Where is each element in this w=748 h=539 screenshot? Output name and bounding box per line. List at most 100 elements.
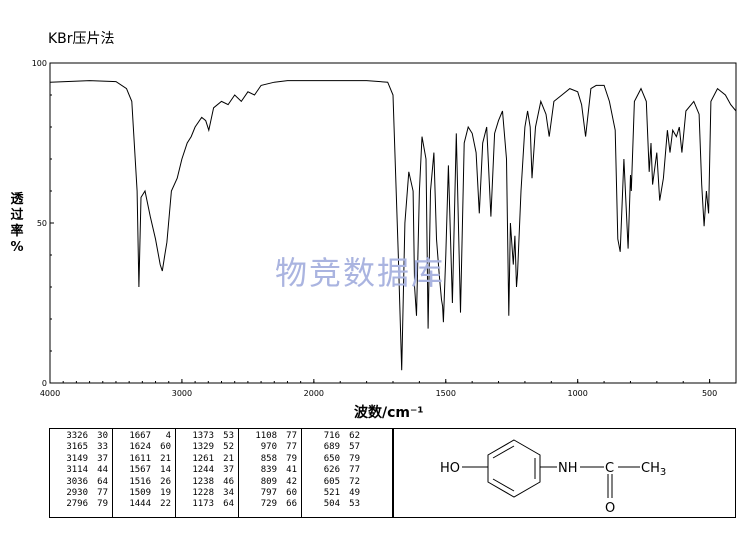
peak-transmittance: 44 (97, 465, 108, 476)
peak-wavenumber: 2930 (66, 488, 88, 499)
peak-row: 3165 33 (54, 442, 108, 453)
y-tick-label: 100 (32, 59, 47, 68)
peak-wavenumber: 1108 (255, 431, 277, 441)
peak-wavenumber: 729 (260, 499, 277, 510)
y-tick-label: 0 (42, 379, 47, 388)
peak-transmittance: 77 (97, 488, 108, 499)
peak-row: 797 60 (243, 488, 297, 499)
peak-transmittance: 60 (160, 442, 171, 453)
peak-row: 1567 14 (117, 465, 171, 476)
peak-row: 605 72 (306, 477, 360, 488)
peak-row: 1228 34 (180, 488, 234, 499)
peak-wavenumber: 809 (260, 476, 277, 487)
x-tick-label: 3000 (172, 389, 192, 398)
peak-transmittance: 53 (223, 431, 234, 441)
peak-transmittance: 57 (349, 442, 360, 453)
peak-wavenumber: 3114 (66, 465, 88, 476)
peak-transmittance: 19 (160, 488, 171, 499)
peak-transmittance: 21 (160, 453, 171, 464)
peak-wavenumber: 3036 (66, 476, 88, 487)
peak-transmittance: 46 (223, 476, 234, 487)
peak-transmittance: 64 (97, 476, 108, 487)
peak-row: 1444 22 (117, 499, 171, 510)
peak-transmittance: 37 (223, 465, 234, 476)
peak-wavenumber: 3149 (66, 453, 88, 464)
watermark: 物竞数据库 (275, 254, 446, 292)
ir-spectrum-chart: 4000 3000 2000 1500 1000 500 0 50 100 (32, 59, 737, 398)
peak-transmittance: 60 (286, 488, 297, 499)
molecular-structure (394, 429, 735, 517)
peak-wavenumber: 1624 (129, 442, 151, 453)
peak-wavenumber: 605 (323, 476, 340, 487)
peak-row: 521 49 (306, 488, 360, 499)
peak-row: 729 66 (243, 499, 297, 510)
peak-transmittance: 21 (223, 453, 234, 464)
peak-row: 3114 44 (54, 465, 108, 476)
peak-wavenumber: 1373 (192, 431, 214, 441)
peak-column: 716 62 689 57 650 79 626 77 605 72 521 49 504 53 (302, 429, 364, 517)
axis-ticks (49, 62, 711, 384)
peak-transmittance: 77 (349, 465, 360, 476)
peak-row: 1373 53 (180, 431, 234, 442)
peak-row: 2796 79 (54, 499, 108, 510)
y-axis-label: 透 过 率 % (2, 192, 32, 256)
peak-transmittance: 33 (97, 442, 108, 453)
peak-row: 3326 30 (54, 431, 108, 442)
peak-row: 839 41 (243, 465, 297, 476)
x-tick-label: 4000 (40, 389, 60, 398)
peak-wavenumber: 839 (260, 465, 277, 476)
peak-row: 1329 52 (180, 442, 234, 453)
y-axis-label-char: 率 (10, 224, 24, 239)
peak-transmittance: 62 (349, 431, 360, 441)
peak-wavenumber: 716 (323, 431, 340, 441)
peak-wavenumber: 1238 (192, 476, 214, 487)
peak-transmittance: 77 (286, 431, 297, 441)
peak-wavenumber: 626 (323, 465, 340, 476)
peak-wavenumber: 1567 (129, 465, 151, 476)
plot-frame (49, 62, 737, 384)
peak-column: 1667 4 1624 60 1611 21 1567 14 1516 26 1509 19 1444 2… (113, 429, 176, 517)
peak-row: 650 79 (306, 454, 360, 465)
y-axis-label-char: % (10, 240, 24, 255)
peak-transmittance: 79 (97, 499, 108, 510)
peak-row: 626 77 (306, 465, 360, 476)
peak-transmittance: 66 (286, 499, 297, 510)
spectrum-line (49, 80, 737, 371)
peak-transmittance: 49 (349, 488, 360, 499)
peak-wavenumber: 504 (323, 499, 340, 510)
method-label: KBr压片法 (48, 31, 115, 47)
peak-wavenumber: 858 (260, 453, 277, 464)
peak-row: 716 62 (306, 431, 360, 442)
peak-transmittance: 4 (165, 431, 171, 441)
peak-wavenumber: 1329 (192, 442, 214, 453)
peak-row: 1624 60 (117, 442, 171, 453)
peak-row: 3149 37 (54, 454, 108, 465)
peak-row: 858 79 (243, 454, 297, 465)
peak-transmittance: 79 (286, 453, 297, 464)
peak-column: 3326 30 3165 33 3149 37 3114 44 3036 64 2930 77 2796… (50, 429, 113, 517)
peak-transmittance: 26 (160, 476, 171, 487)
peak-transmittance: 53 (349, 499, 360, 510)
peak-wavenumber: 1244 (192, 465, 214, 476)
peak-row: 689 57 (306, 442, 360, 453)
peak-wavenumber: 3165 (66, 442, 88, 453)
peak-wavenumber: 1261 (192, 453, 214, 464)
peak-row: 2930 77 (54, 488, 108, 499)
peak-wavenumber: 1667 (129, 431, 151, 441)
x-tick-label: 500 (702, 389, 717, 398)
peak-row: 970 77 (243, 442, 297, 453)
peak-transmittance: 37 (97, 453, 108, 464)
peak-wavenumber: 1509 (129, 488, 151, 499)
peak-wavenumber: 1516 (129, 476, 151, 487)
peak-row: 1108 77 (243, 431, 297, 442)
peak-column: 1373 53 1329 52 1261 21 1244 37 1238 46 1228 34 1173… (176, 429, 239, 517)
peak-table: 3326 30 3165 33 3149 37 3114 44 3036 64 2930 77 2796… (49, 428, 393, 518)
peak-transmittance: 77 (286, 442, 297, 453)
peak-wavenumber: 3326 (66, 431, 88, 441)
peak-transmittance: 22 (160, 499, 171, 510)
peak-row: 3036 64 (54, 477, 108, 488)
peak-row: 504 53 (306, 499, 360, 510)
peak-wavenumber: 521 (323, 488, 340, 499)
peak-transmittance: 14 (160, 465, 171, 476)
peak-transmittance: 30 (97, 431, 108, 441)
